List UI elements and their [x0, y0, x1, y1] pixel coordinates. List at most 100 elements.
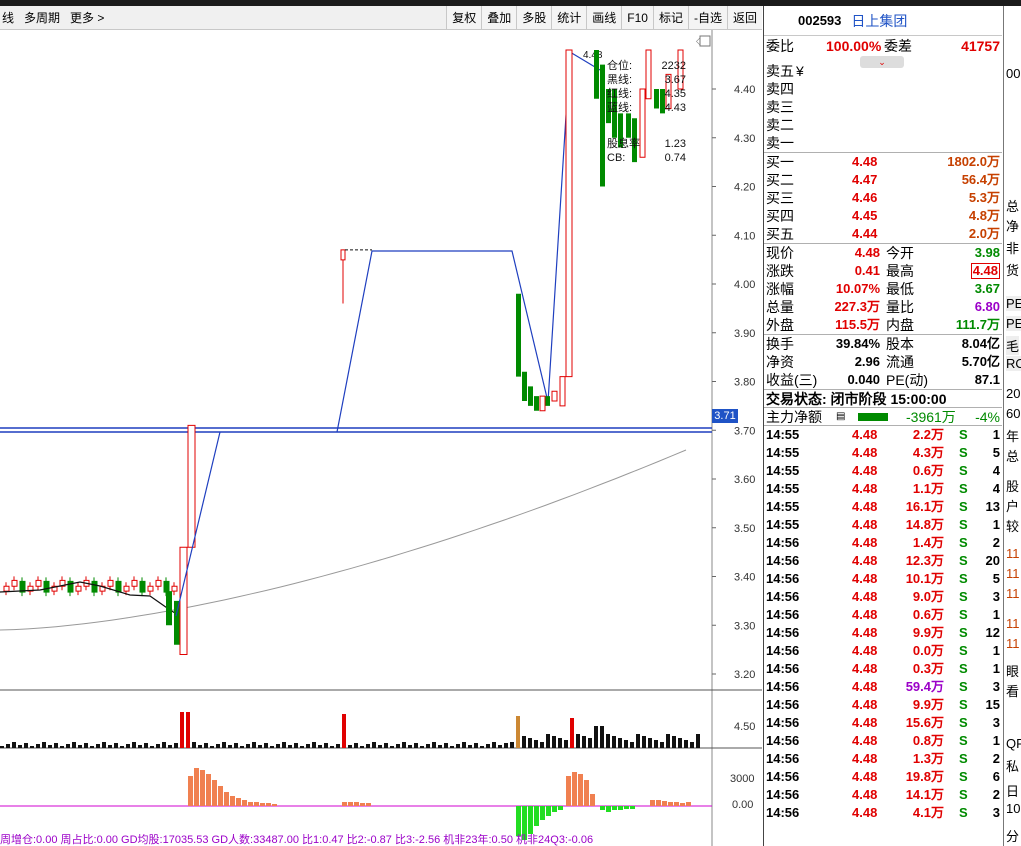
ask-row[interactable]: 卖三	[764, 98, 1002, 116]
toolbar-button-7[interactable]: -自选	[687, 6, 727, 29]
price-axis-label: 3.20	[734, 669, 755, 681]
candle	[139, 580, 146, 593]
bid-row[interactable]: 买四 4.45 4.8万	[764, 207, 1002, 225]
volume-bar	[0, 746, 4, 748]
candle	[163, 580, 170, 593]
bid-volume: 1802.0万	[947, 154, 1000, 169]
tick-volume: 10.1万	[905, 571, 944, 586]
tick-side: S	[959, 643, 968, 658]
volume-bar	[402, 742, 406, 748]
kline-chart[interactable]: 4.40 4.30 4.20 4.10 4.00 3.90 3.80 3.70 3.60 3.50…	[0, 30, 762, 846]
volume-bar	[30, 746, 34, 748]
side-text: 货	[1006, 263, 1020, 278]
candle	[534, 396, 539, 411]
bid-row[interactable]: 买三 4.46 5.3万	[764, 189, 1002, 207]
indicator-bar	[686, 802, 691, 806]
tick-list[interactable]: 14:55 4.48 2.2万 S 1 14:55 4.48 4.3万 S 5 14:55 4.48 0…	[764, 425, 1002, 822]
side-text: 总	[1006, 199, 1020, 214]
candle	[155, 579, 162, 587]
chart-toolbar: 线多周期 更多 > 复权 叠加 多股 统计 画线 F10 标记 -自选 返回	[0, 6, 762, 30]
candle	[600, 64, 605, 187]
tick-side: S	[959, 427, 968, 442]
tick-count: 13	[985, 499, 1000, 514]
ask-row[interactable]: 卖一	[764, 134, 1002, 152]
fund-value: 8.04亿	[961, 336, 1000, 351]
tick-time: 14:56	[766, 751, 800, 766]
bid-row[interactable]: 买一 4.48 1802.0万	[764, 153, 1002, 171]
ask-label: 卖四	[766, 81, 794, 97]
candle	[67, 580, 74, 593]
tick-side: S	[959, 769, 968, 784]
volume-bar	[576, 734, 580, 748]
toolbar-button-1[interactable]: 叠加	[481, 6, 517, 29]
volume-bar	[204, 743, 208, 748]
collapse-chevron-icon[interactable]: ⌄	[860, 56, 904, 68]
toolbar-button-3[interactable]: 统计	[551, 6, 587, 29]
volume-bar	[258, 745, 262, 748]
expand-icon[interactable]	[699, 35, 711, 47]
candle	[171, 585, 178, 592]
ask-row[interactable]: 卖四	[764, 80, 1002, 98]
volume-bar	[636, 734, 640, 748]
tick-price: 4.48	[852, 481, 878, 496]
candle	[545, 396, 550, 406]
indicator-bar	[624, 806, 629, 809]
tick-count: 1	[992, 643, 1000, 658]
tick-time: 14:56	[766, 679, 800, 694]
volume-bar	[174, 743, 178, 748]
ask-label: 卖一	[766, 135, 794, 151]
indicator-bar	[572, 772, 577, 806]
bid-row[interactable]: 买五 4.44 2.0万	[764, 225, 1002, 243]
tick-row: 14:56 4.48 10.1万 S 5	[764, 570, 1002, 588]
toolbar-button-6[interactable]: 标记	[652, 6, 688, 29]
volume-bar	[588, 738, 592, 748]
toolbar-item-1[interactable]: 多周期	[24, 11, 61, 25]
tick-count: 1	[992, 661, 1000, 676]
volume-bar	[78, 745, 82, 748]
main-net-row[interactable]: 主力净额 ▤ -3961万 -4%	[764, 407, 1002, 425]
toolbar-item-0[interactable]: 线	[2, 11, 15, 25]
tick-time: 14:56	[766, 805, 800, 820]
indicator-bar	[236, 798, 241, 806]
indicator-bar	[680, 803, 685, 806]
toolbar-button-4[interactable]: 画线	[586, 6, 622, 29]
toolbar-button-5[interactable]: F10	[621, 6, 653, 29]
kline-svg[interactable]: 4.40 4.30 4.20 4.10 4.00 3.90 3.80 3.70 3.60 3.50…	[0, 30, 762, 846]
weibi-row: 委比 100.00% 委差 41757	[764, 36, 1002, 56]
fund-value: 2.96	[854, 354, 880, 369]
side-text: QF	[1006, 736, 1021, 751]
ask-label: 卖五	[766, 63, 794, 79]
quote-value: 227.3万	[834, 299, 880, 314]
side-text: PE	[1006, 296, 1021, 311]
side-text: 总	[1006, 449, 1020, 464]
candle	[645, 49, 652, 100]
ask-row[interactable]: 卖二	[764, 116, 1002, 134]
toolbar-button-2[interactable]: 多股	[516, 6, 552, 29]
bid-label: 买二	[766, 172, 794, 188]
volume-bar	[210, 746, 214, 748]
toolbar-item-2[interactable]: 更多 >	[70, 11, 105, 25]
tick-row: 14:56 4.48 59.4万 S 3	[764, 678, 1002, 696]
vol-axis-label: 4.50	[734, 721, 755, 733]
tick-time: 14:55	[766, 445, 800, 460]
bid-row[interactable]: 买二 4.47 56.4万	[764, 171, 1002, 189]
stock-name[interactable]: 日上集团	[851, 12, 908, 29]
toolbar-button-8[interactable]: 返回	[726, 6, 762, 29]
volume-bar	[294, 743, 298, 748]
tick-side: S	[959, 481, 968, 496]
volume-bar	[378, 745, 382, 748]
fund-label: 流通	[886, 354, 914, 370]
indicator-bar	[366, 803, 371, 806]
indicator-bar	[528, 806, 533, 834]
toolbar-button-0[interactable]: 复权	[446, 6, 482, 29]
tick-side: S	[959, 715, 968, 730]
list-icon[interactable]: ▤	[836, 411, 846, 422]
volume-bar	[516, 716, 520, 748]
indicator-bar	[200, 770, 205, 806]
volume-bar	[510, 742, 514, 748]
volume-bar	[276, 744, 280, 748]
ask-row[interactable]: 卖五 ¥	[764, 62, 1002, 80]
quote-value: 4.48	[854, 245, 880, 260]
volume-bar	[132, 742, 136, 748]
tick-side: S	[959, 535, 968, 550]
